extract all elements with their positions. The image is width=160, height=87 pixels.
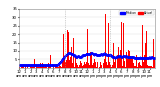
Legend: Median, Actual: Median, Actual	[119, 10, 154, 15]
